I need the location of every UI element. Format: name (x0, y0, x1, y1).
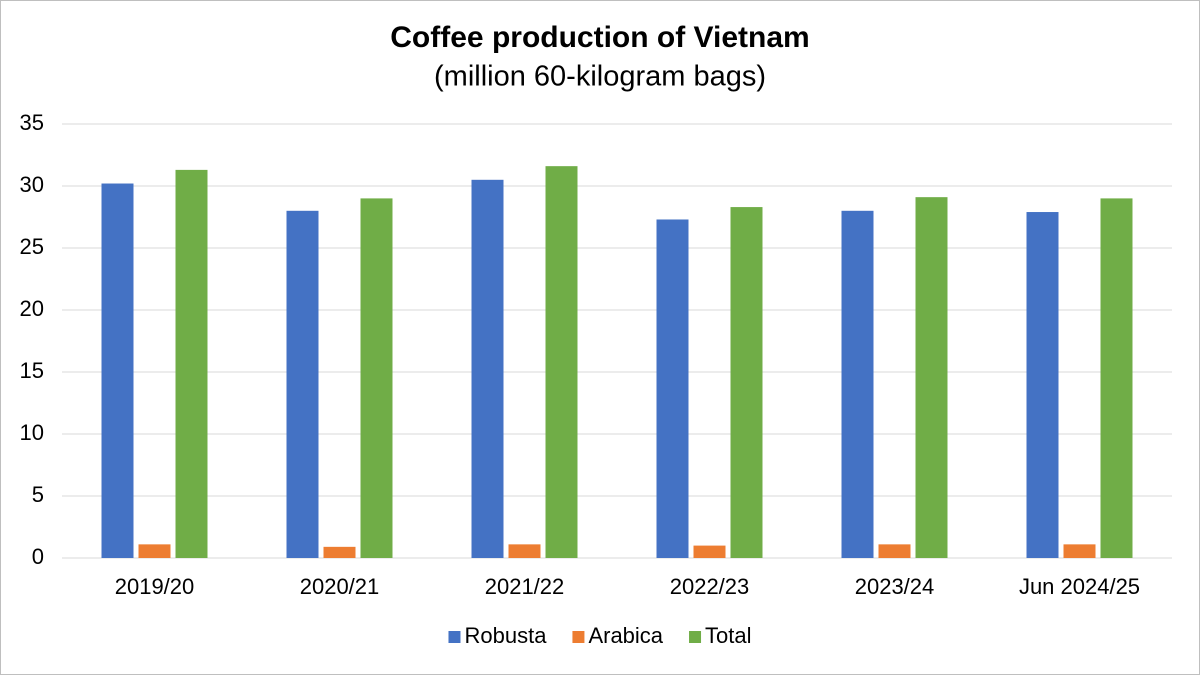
legend-label: Arabica (588, 623, 663, 648)
x-tick-label: 2020/21 (300, 574, 380, 599)
bar (286, 210, 319, 559)
y-tick-label: 15 (20, 358, 44, 383)
chart-subtitle: (million 60-kilogram bags) (434, 61, 766, 93)
bar (1100, 198, 1133, 558)
bar (915, 197, 948, 558)
bar (878, 544, 911, 558)
bar (360, 198, 393, 558)
y-tick-label: 0 (32, 544, 44, 569)
y-tick-label: 5 (32, 482, 44, 507)
bar (545, 166, 578, 558)
legend-swatch (448, 631, 461, 643)
x-tick-label: Jun 2024/25 (1019, 574, 1140, 599)
bar (138, 544, 171, 558)
bar (841, 210, 874, 559)
bar (175, 169, 208, 558)
y-tick-label: 35 (20, 110, 44, 135)
y-tick-label: 30 (20, 172, 44, 197)
bar (323, 546, 356, 558)
y-tick-label: 20 (20, 296, 44, 321)
legend-label: Total (705, 623, 751, 648)
legend-swatch (572, 631, 585, 643)
bar (508, 544, 541, 558)
chart-title: Coffee production of Vietnam (390, 21, 809, 54)
x-tick-label: 2019/20 (115, 574, 195, 599)
x-tick-label: 2023/24 (855, 574, 935, 599)
bar (101, 183, 134, 558)
bar (1063, 544, 1096, 558)
y-tick-label: 25 (20, 234, 44, 259)
bar (730, 207, 763, 558)
bar (693, 545, 726, 558)
bar (471, 179, 504, 559)
x-tick-label: 2022/23 (670, 574, 750, 599)
legend-swatch (689, 631, 702, 643)
y-tick-label: 10 (20, 420, 44, 445)
bar (656, 219, 689, 559)
bar (1026, 212, 1059, 559)
x-tick-label: 2021/22 (485, 574, 565, 599)
legend-label: Robusta (464, 623, 547, 648)
